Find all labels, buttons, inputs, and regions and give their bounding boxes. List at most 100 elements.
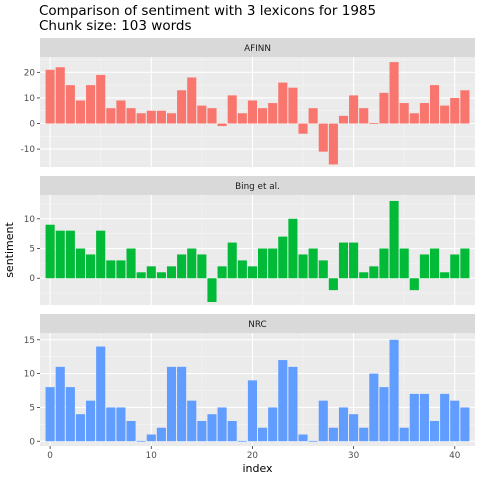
bar: [440, 272, 450, 279]
x-tick-label: 40: [449, 451, 461, 461]
bar: [429, 248, 440, 279]
bar: [75, 248, 86, 279]
bar: [409, 393, 419, 442]
bar: [227, 420, 237, 442]
bar: [227, 95, 237, 124]
bar: [237, 113, 247, 124]
bar: [338, 407, 349, 442]
bar: [349, 414, 359, 442]
bar: [359, 108, 369, 124]
bar: [86, 85, 96, 124]
bar: [96, 346, 106, 442]
bar: [217, 407, 227, 442]
bar: [338, 115, 349, 124]
bar: [187, 77, 197, 124]
facet-strip: [40, 38, 475, 57]
bar: [146, 434, 156, 442]
bar: [429, 420, 440, 442]
bar: [338, 242, 349, 279]
bar: [258, 427, 268, 442]
bar: [207, 278, 217, 303]
bar: [197, 105, 207, 124]
bar: [409, 278, 419, 291]
y-axis-title: sentiment: [3, 222, 16, 278]
y-tick-label: 0: [29, 120, 35, 130]
bar: [126, 108, 136, 124]
bar: [166, 113, 177, 124]
panel-afinn: AFINN -10 0 10 20: [21, 38, 475, 167]
y-tick-label: -10: [21, 145, 36, 155]
y-tick-label: 0: [29, 274, 35, 284]
bar: [207, 414, 217, 442]
bar: [429, 85, 440, 124]
bar: [369, 123, 379, 124]
chart-subtitle: Chunk size: 103 words: [39, 18, 192, 34]
y-tick-label: 10: [24, 215, 36, 225]
bar: [379, 92, 389, 124]
x-tick-label: 0: [47, 451, 53, 461]
bar: [136, 440, 146, 442]
bar: [399, 103, 409, 124]
bar: [389, 339, 399, 442]
bar: [258, 248, 268, 279]
bar: [116, 260, 126, 279]
bar: [65, 230, 75, 279]
bar: [65, 387, 75, 442]
bar: [106, 260, 116, 279]
y-tick-label: 0: [29, 437, 35, 447]
bar: [328, 427, 338, 442]
bar: [258, 108, 268, 124]
bar: [288, 218, 298, 279]
bar: [55, 230, 65, 279]
bar: [278, 360, 288, 442]
bar: [75, 100, 86, 124]
bar: [75, 414, 86, 442]
bar: [177, 90, 187, 124]
bar: [45, 387, 55, 442]
bar: [268, 248, 278, 279]
bar: [450, 254, 460, 279]
bar: [460, 248, 470, 279]
x-axis-title: index: [242, 462, 273, 475]
bar: [116, 100, 126, 124]
y-tick-label: 10: [24, 94, 36, 104]
x-tick-label: 30: [348, 451, 360, 461]
bar: [237, 440, 247, 442]
x-tick-label: 20: [247, 451, 259, 461]
bar: [419, 254, 429, 279]
bar: [308, 440, 318, 442]
bar: [45, 69, 55, 124]
bar: [399, 248, 409, 279]
y-tick-label: 5: [29, 245, 35, 255]
bar: [288, 366, 298, 442]
bar: [268, 103, 278, 124]
bar: [116, 407, 126, 442]
bar: [440, 393, 450, 442]
bar: [96, 74, 106, 124]
bar: [166, 266, 177, 279]
bar: [379, 387, 389, 442]
bar: [460, 407, 470, 442]
facet-strip: [40, 314, 475, 333]
bar: [389, 62, 399, 124]
y-tick-label: 5: [29, 403, 35, 413]
bar: [227, 242, 237, 279]
bar: [237, 260, 247, 279]
facet-label: Bing et al.: [235, 182, 280, 192]
bar: [278, 236, 288, 279]
bar: [187, 248, 197, 279]
bar: [409, 113, 419, 124]
bar: [460, 90, 470, 124]
bar: [106, 407, 116, 442]
bar: [328, 123, 338, 165]
bar: [308, 108, 318, 124]
y-tick-label: 10: [24, 370, 36, 380]
bar: [177, 366, 187, 442]
bar: [298, 434, 308, 442]
bar: [146, 110, 156, 124]
bar: [55, 67, 65, 124]
bar: [349, 242, 359, 279]
bar: [247, 100, 257, 124]
bar: [156, 272, 166, 279]
